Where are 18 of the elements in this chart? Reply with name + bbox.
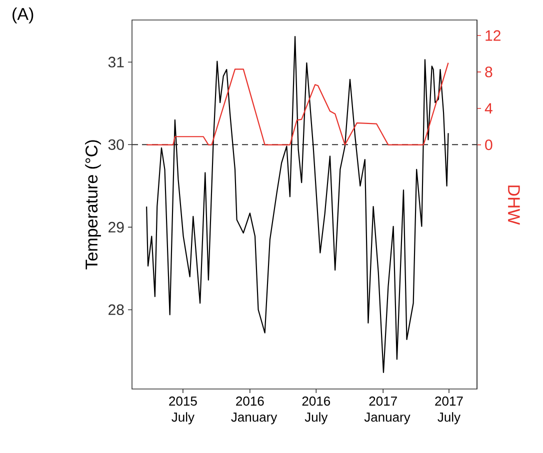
y-axis-title: Temperature (°C) [85,140,101,270]
y-tick-label: 31 [108,56,124,68]
x-tick-label: 2017 July [435,396,463,424]
y-tick-label: 28 [108,304,124,316]
x-tick-label: 2015 July [169,396,197,424]
y2-axis-title: DHW [508,186,520,225]
y2-tick-label: 4 [484,103,492,114]
x-tick-label: 2016 January [231,396,278,424]
x-tick-label: 2017 January [364,396,410,424]
y2-tick-label: 0 [485,140,492,150]
y-tick-label: 30 [108,139,124,150]
x-tick-label: 2016 July [302,396,330,424]
line-series [146,36,449,374]
text: (A) [12,8,34,24]
line-series [146,62,449,146]
y2-tick-label: 12 [486,30,500,41]
y-tick-label: 29 [108,222,124,233]
y2-tick-label: 8 [485,66,492,78]
